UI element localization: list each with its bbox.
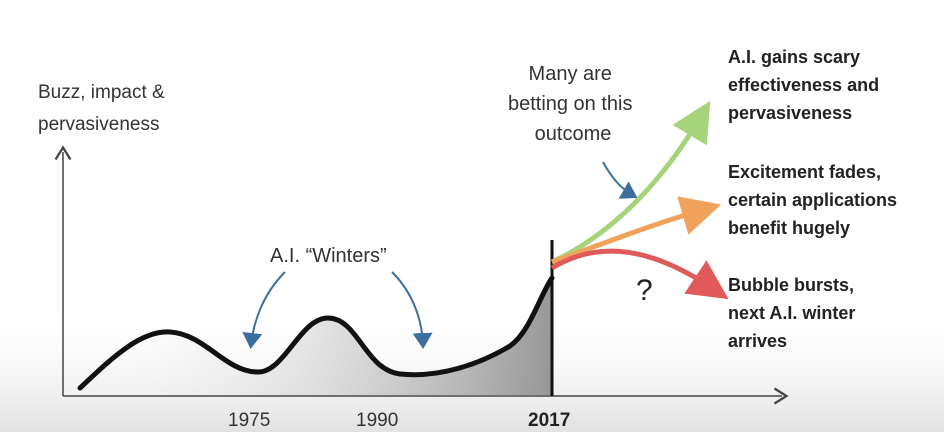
winters-label: A.I. “Winters” bbox=[270, 245, 387, 267]
branch-scary-effectiveness bbox=[550, 100, 711, 265]
area-under-curve bbox=[80, 278, 552, 395]
outcome-bubble-bursts: Bubble bursts, next A.I. winter arrives bbox=[728, 275, 860, 351]
betting-arrow bbox=[602, 161, 638, 199]
tick-label-2017: 2017 bbox=[528, 410, 570, 431]
betting-label: Many are betting on this outcome bbox=[508, 63, 638, 145]
tick-label-1990: 1990 bbox=[356, 410, 398, 431]
branch-bubble-bursts bbox=[550, 248, 729, 300]
branch-excitement-fades bbox=[551, 196, 722, 265]
history-curve bbox=[77, 275, 555, 391]
outcome-excitement-fades: Excitement fades, certain applications b… bbox=[728, 162, 902, 238]
tick-label-1975: 1975 bbox=[228, 410, 270, 431]
y-axis-label: Buzz, impact & pervasiveness bbox=[38, 82, 170, 135]
winter-arrow-1990 bbox=[391, 271, 433, 349]
outcome-scary-effectiveness: A.I. gains scary effectiveness and perva… bbox=[728, 47, 884, 123]
question-mark: ? bbox=[636, 274, 653, 307]
winter-arrow-1975 bbox=[242, 271, 286, 349]
